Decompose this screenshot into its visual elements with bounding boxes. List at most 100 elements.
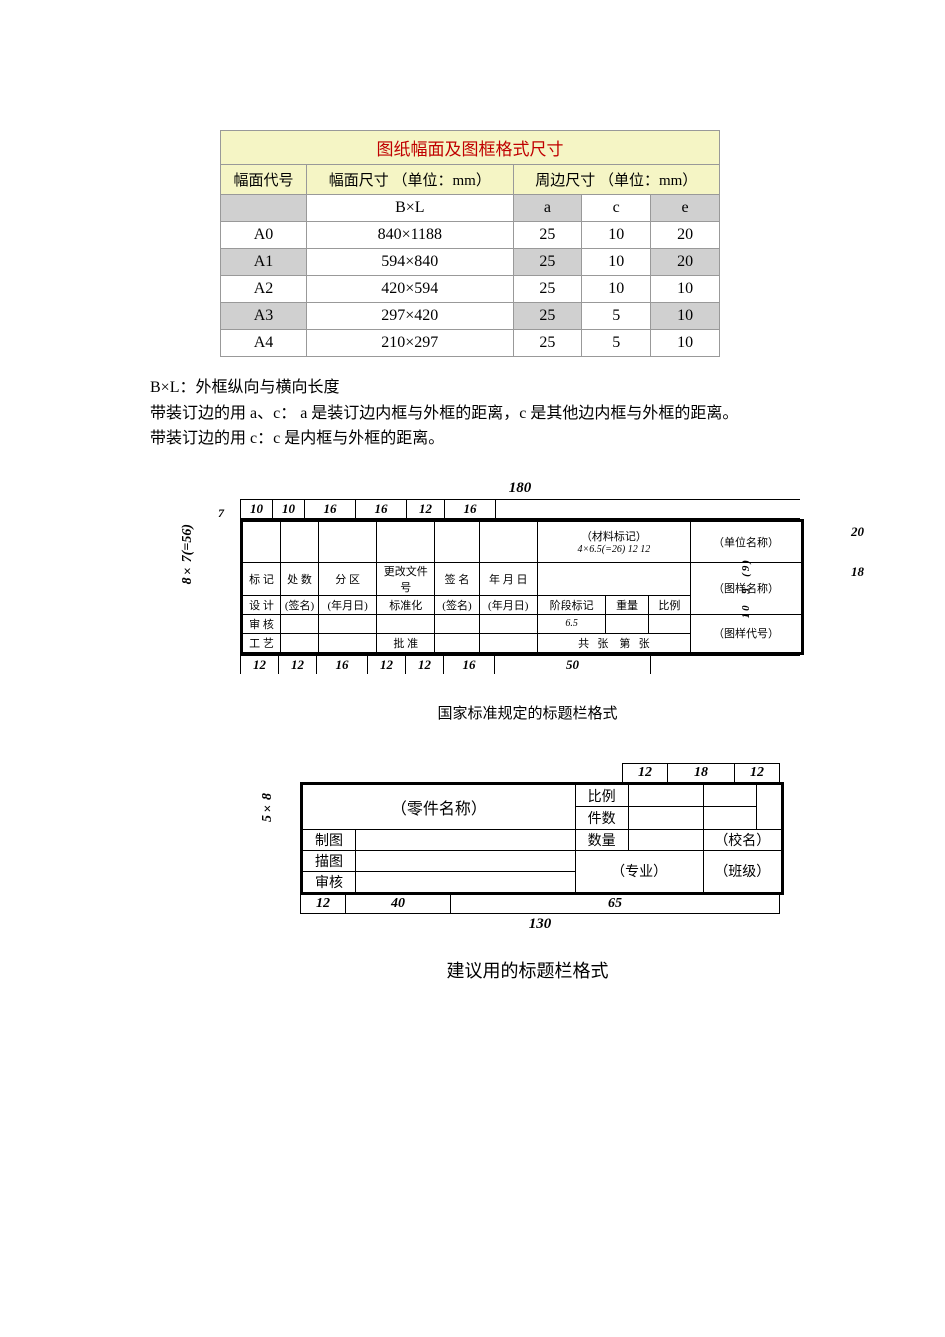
- stage-label: 阶段标记: [537, 595, 606, 614]
- dim: 12: [367, 656, 405, 674]
- diagram2-caption: 建议用的标题栏格式: [180, 957, 875, 983]
- material-dim: 4×6.5(=26) 12 12: [540, 544, 688, 555]
- dim: 18: [667, 763, 734, 782]
- col-size: 幅面尺寸 （单位：mm）: [307, 165, 513, 195]
- dim-right: 20 18: [851, 524, 864, 580]
- cell: 10: [651, 330, 720, 357]
- dim-bottom-row: 12 12 16 12 12 16 50: [240, 655, 800, 674]
- dim-total-width: 130: [300, 913, 780, 933]
- dim: 12: [300, 895, 345, 913]
- blank-cell: [221, 195, 307, 222]
- dim: 12: [622, 763, 667, 782]
- cell: 审 核: [243, 614, 281, 633]
- scale-label: 比例: [648, 595, 690, 614]
- notes-block: B×L：外框纵向与横向长度 带装订边的用 a、c： a 是装订边内框与外框的距离…: [150, 375, 875, 452]
- table-row: A1 594×840 25 10 20: [221, 249, 720, 276]
- dim: 16: [316, 656, 367, 674]
- note-line: B×L：外框纵向与横向长度: [150, 375, 875, 401]
- table-row: A4 210×297 25 5 10: [221, 330, 720, 357]
- cell: 分 区: [319, 562, 377, 595]
- cell: 设 计: [243, 595, 281, 614]
- dim: 12: [406, 500, 444, 518]
- cell: 标准化: [377, 595, 435, 614]
- cell: 25: [513, 222, 582, 249]
- dim: 40: [345, 895, 450, 913]
- row-label: 描图: [303, 850, 356, 871]
- dim: 12: [405, 656, 443, 674]
- cell: A0: [221, 222, 307, 249]
- table-row: A2 420×594 25 10 10: [221, 276, 720, 303]
- dim-6-5: 6.5: [537, 614, 606, 633]
- weight-label: 重量: [606, 595, 648, 614]
- cell: A2: [221, 276, 307, 303]
- col-c: c: [582, 195, 651, 222]
- cell: 25: [513, 276, 582, 303]
- di: 第: [619, 638, 630, 650]
- qty-label: 数量: [575, 829, 628, 850]
- cell: 更改文件号: [377, 562, 435, 595]
- row-label: 制图: [303, 829, 356, 850]
- note-line: 带装订边的用 c：c 是内框与外框的距离。: [150, 426, 875, 452]
- cell: (年月日): [479, 595, 537, 614]
- dim-top-row: 12 18 12: [300, 763, 780, 782]
- cell: 594×840: [307, 249, 513, 276]
- dim: 12: [734, 763, 780, 782]
- dim: 16: [355, 500, 406, 518]
- cell: 10: [582, 222, 651, 249]
- col-edge: 周边尺寸 （单位：mm）: [513, 165, 719, 195]
- dim-total-width: 180: [240, 480, 800, 497]
- row-label: 审核: [303, 871, 356, 892]
- dim-top-row: 10 10 16 16 12 16: [240, 499, 800, 519]
- count-label: 件数: [575, 807, 628, 830]
- dim-bottom-row: 12 40 65: [300, 895, 780, 913]
- cell: 210×297: [307, 330, 513, 357]
- zhang: 张: [597, 638, 608, 650]
- national-standard-title-block-diagram: 180 10 10 16 16 12 16 8×7(=56) 7: [180, 480, 840, 674]
- drawing-code-label: （图样代号）: [690, 614, 801, 652]
- col-code: 幅面代号: [221, 165, 307, 195]
- cell: 25: [513, 330, 582, 357]
- cell: 10: [651, 303, 720, 330]
- dim: 10: [272, 500, 304, 518]
- cell: 5: [582, 303, 651, 330]
- cell: 25: [513, 303, 582, 330]
- col-a: a: [513, 195, 582, 222]
- unit-name-label: （单位名称）: [690, 521, 801, 562]
- paper-size-table: 图纸幅面及图框格式尺寸 幅面代号 幅面尺寸 （单位：mm） 周边尺寸 （单位：m…: [220, 130, 720, 357]
- cell: 5: [582, 330, 651, 357]
- cell: 批 准: [377, 633, 435, 652]
- cell: 20: [651, 249, 720, 276]
- cell: 25: [513, 249, 582, 276]
- dim-left-seven: 7: [218, 506, 224, 521]
- dim: 10: [240, 500, 272, 518]
- dim-left: 5×8: [260, 793, 276, 822]
- dim: 50: [494, 656, 651, 674]
- cell: 420×594: [307, 276, 513, 303]
- cell: A4: [221, 330, 307, 357]
- cell: A3: [221, 303, 307, 330]
- cell: 处 数: [281, 562, 319, 595]
- school-label: （校名）: [703, 829, 781, 850]
- suggested-title-block-diagram: 12 18 12 5×8 （零件名称） 比例 件数: [260, 763, 780, 933]
- diagram1-caption: 国家标准规定的标题栏格式: [180, 702, 875, 723]
- table-row: A3 297×420 25 5 10: [221, 303, 720, 330]
- cell: 签 名: [435, 562, 479, 595]
- dim: 12: [240, 656, 278, 674]
- dim: 16: [443, 656, 494, 674]
- dim: 65: [450, 895, 780, 913]
- cell: 20: [651, 222, 720, 249]
- cell: 297×420: [307, 303, 513, 330]
- zhang: 张: [639, 638, 650, 650]
- material-label: （材料标记）: [540, 528, 688, 544]
- dim: 12: [278, 656, 316, 674]
- col-e: e: [651, 195, 720, 222]
- dim: 16: [304, 500, 355, 518]
- cell: 10: [651, 276, 720, 303]
- col-bxl: B×L: [307, 195, 513, 222]
- dim: 16: [444, 500, 496, 518]
- dim-right-small: 10 9 (9): [740, 558, 752, 618]
- cell: 840×1188: [307, 222, 513, 249]
- cell: 标 记: [243, 562, 281, 595]
- cell: A1: [221, 249, 307, 276]
- cell: 工 艺: [243, 633, 281, 652]
